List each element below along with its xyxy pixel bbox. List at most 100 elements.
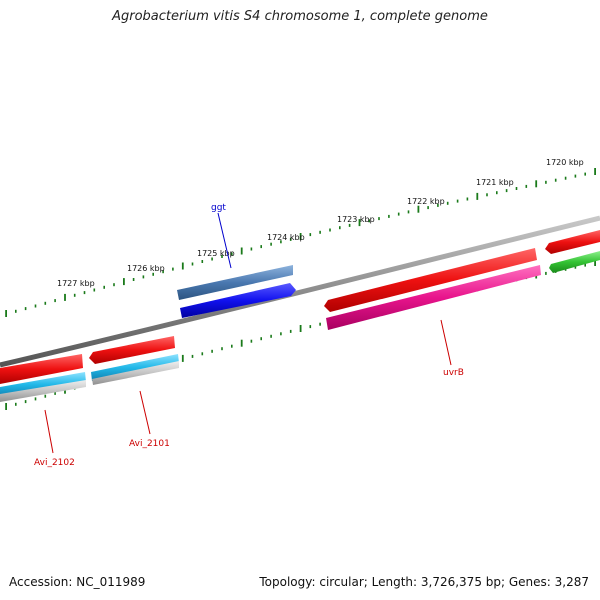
outer-ring-minor-tick [309,233,312,237]
outer-ring-minor-tick [201,260,204,263]
outer-ring-major-tick [299,233,302,240]
outer-ring-major-tick [181,262,184,270]
outer-ring-minor-tick [554,178,557,182]
kbp-label-1723: 1723 kbp [337,215,375,224]
inner-ring-minor-tick [289,329,292,333]
avi2102-leader-line [44,409,54,454]
gene-cyan-avi2101-track[interactable] [91,354,179,381]
outer-ring-minor-tick [73,293,76,297]
inner-ring-minor-tick [54,391,56,395]
kbp-label-1724: 1724 kbp [267,233,305,242]
outer-ring-major-tick [64,293,66,301]
inner-ring-minor-tick [221,347,223,351]
inner-ring-major-tick [299,325,302,332]
outer-ring-major-tick [535,180,538,188]
map-title: Agrobacterium vitis S4 chromosome 1, com… [112,9,488,24]
outer-ring-minor-tick [132,278,135,281]
inner-ring-minor-tick [24,400,27,404]
outer-ring-minor-tick [34,304,37,308]
inner-ring-minor-tick [270,334,272,338]
outer-ring-major-tick [417,205,420,213]
kbp-label-1725: 1725 kbp [197,249,235,258]
outer-ring-major-tick [5,310,7,317]
inner-ring-minor-tick [201,352,204,356]
inner-ring-minor-tick [260,337,262,341]
inner-ring-minor-tick [250,339,253,343]
gene-label-uvrB: uvrB [443,368,464,378]
outer-ring-minor-tick [221,255,223,258]
ggt-leader-line [217,212,232,269]
gene-grey-avi2102-track[interactable] [0,380,86,402]
inner-ring-minor-tick [574,265,577,269]
gene-red-uvrb-partner[interactable] [324,248,537,312]
kbp-label-1722: 1722 kbp [407,197,445,206]
outer-tick-ring [5,168,596,317]
outer-ring-minor-tick [446,201,449,205]
outer-ring-minor-tick [191,262,194,266]
outer-ring-minor-tick [574,174,577,178]
kbp-label-1720: 1720 kbp [546,158,584,167]
gene-grey-avi2101-track[interactable] [92,361,179,385]
outer-ring-minor-tick [564,176,567,180]
avi2101-leader-line [139,390,151,435]
outer-ring-minor-tick [24,307,27,311]
outer-ring-major-tick [123,278,125,286]
gene-ggt[interactable] [180,283,296,318]
inner-ring-minor-tick [15,402,17,406]
inner-ring-minor-tick [319,322,321,326]
outer-ring-minor-tick [388,214,390,218]
inner-ring-minor-tick [280,332,282,336]
inner-ring-minor-tick [545,271,547,275]
kbp-label-1727: 1727 kbp [57,279,95,288]
outer-ring-minor-tick [505,189,508,193]
kbp-label-1721: 1721 kbp [476,178,514,187]
gene-Avi_2102[interactable] [0,354,83,384]
outer-ring-major-tick [476,192,479,200]
outer-ring-minor-tick [152,272,154,276]
outer-ring-minor-tick [319,230,321,234]
inner-ring-minor-tick [34,397,37,401]
outer-ring-major-tick [358,219,361,227]
outer-ring-minor-tick [270,242,272,246]
outer-ring-minor-tick [231,252,233,256]
uvrB-leader-line [440,319,452,366]
outer-ring-minor-tick [162,270,164,274]
outer-ring-minor-tick [93,288,96,292]
outer-ring-minor-tick [378,217,380,221]
outer-ring-minor-tick [437,203,439,207]
outer-ring-minor-tick [172,267,174,271]
outer-ring-minor-tick [427,206,429,210]
outer-ring-major-tick [240,247,243,255]
inner-ring-minor-tick [191,354,194,358]
gene-label-Avi_2101: Avi_2101 [129,439,170,449]
outer-ring-minor-tick [260,245,262,249]
gene-label-ggt: ggt [211,203,226,213]
outer-ring-minor-tick [456,199,459,203]
inner-ring-major-tick [5,403,7,410]
outer-ring-minor-tick [250,247,253,251]
kbp-label-1726: 1726 kbp [127,264,165,273]
inner-ring-major-tick [181,354,184,362]
gene-green-right[interactable] [549,251,600,273]
gene-ggt-outer-track[interactable] [177,265,293,300]
outer-ring-minor-tick [368,219,370,223]
outer-ring-minor-tick [515,187,518,190]
gene-uvrB[interactable] [326,265,541,330]
inner-ring-major-tick [240,339,243,347]
outer-ring-minor-tick [496,191,498,195]
outer-ring-minor-tick [486,193,488,197]
gene-Avi_2101[interactable] [89,336,175,364]
outer-ring-minor-tick [407,210,410,214]
outer-ring-minor-tick [142,275,145,279]
outer-ring-minor-tick [339,226,341,230]
outer-ring-minor-tick [113,283,115,287]
outer-ring-major-tick [594,168,596,175]
outer-ring-minor-tick [44,301,47,305]
inner-ring-minor-tick [211,349,213,353]
inner-ring-major-tick [594,259,596,266]
gene-red-right-top[interactable] [545,230,600,254]
outer-ring-minor-tick [525,184,528,188]
outer-ring-minor-tick [466,197,469,201]
